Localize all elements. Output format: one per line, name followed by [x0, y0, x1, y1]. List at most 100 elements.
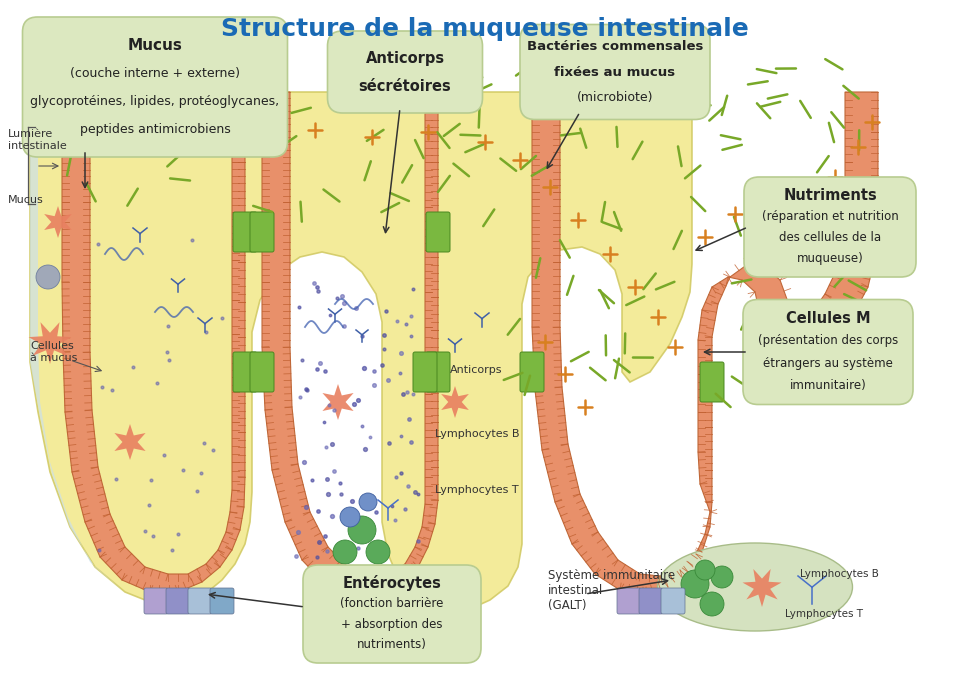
Point — [356, 363, 371, 374]
Point — [388, 471, 403, 482]
Point — [324, 439, 339, 450]
Text: Cellules
à mucus: Cellules à mucus — [30, 341, 78, 363]
Text: Lymphocytes T: Lymphocytes T — [434, 485, 518, 495]
Point — [384, 501, 399, 512]
Point — [355, 331, 370, 342]
Point — [404, 284, 420, 295]
Circle shape — [700, 592, 723, 616]
Point — [288, 550, 303, 561]
Point — [403, 330, 419, 341]
FancyBboxPatch shape — [425, 352, 450, 392]
Text: Anticorps: Anticorps — [365, 50, 444, 65]
FancyBboxPatch shape — [375, 588, 398, 614]
Point — [319, 545, 334, 556]
Point — [326, 404, 341, 415]
Circle shape — [365, 540, 390, 564]
Circle shape — [332, 540, 357, 564]
Point — [393, 468, 409, 479]
Point — [393, 431, 409, 442]
Point — [392, 347, 408, 358]
Polygon shape — [741, 569, 781, 607]
Point — [366, 366, 382, 377]
Point — [317, 531, 332, 542]
Point — [366, 379, 382, 390]
Point — [104, 384, 119, 395]
Text: sécrétoires: sécrétoires — [359, 78, 451, 93]
Circle shape — [694, 560, 714, 580]
FancyBboxPatch shape — [166, 588, 190, 614]
Point — [310, 285, 326, 296]
Text: Mucus: Mucus — [8, 195, 44, 205]
Point — [322, 400, 337, 411]
Point — [297, 456, 312, 467]
FancyBboxPatch shape — [413, 352, 437, 392]
Point — [312, 357, 328, 368]
Ellipse shape — [657, 543, 852, 631]
Point — [398, 318, 414, 329]
Point — [320, 488, 335, 499]
Text: peptides antimicrobiens: peptides antimicrobiens — [79, 123, 231, 136]
Circle shape — [348, 516, 376, 544]
Text: (microbiote): (microbiote) — [577, 91, 652, 104]
Circle shape — [710, 566, 733, 588]
Point — [410, 489, 425, 500]
Point — [343, 553, 359, 564]
Point — [299, 385, 315, 396]
Circle shape — [680, 570, 708, 598]
Point — [395, 388, 411, 399]
Point — [108, 474, 123, 485]
Text: immunitaire): immunitaire) — [789, 379, 865, 391]
FancyBboxPatch shape — [330, 588, 355, 614]
Text: Lymphocytes T: Lymphocytes T — [784, 609, 862, 619]
Point — [318, 442, 333, 453]
Point — [324, 510, 339, 521]
Point — [170, 529, 185, 539]
FancyBboxPatch shape — [22, 17, 287, 157]
Point — [292, 391, 307, 402]
Text: Structure de la muqueuse intestinale: Structure de la muqueuse intestinale — [221, 17, 748, 41]
FancyBboxPatch shape — [209, 588, 234, 614]
FancyBboxPatch shape — [188, 588, 212, 614]
FancyBboxPatch shape — [742, 299, 912, 404]
Point — [346, 399, 361, 410]
Point — [380, 374, 395, 385]
FancyBboxPatch shape — [143, 588, 168, 614]
FancyBboxPatch shape — [250, 212, 273, 252]
Polygon shape — [441, 386, 468, 418]
Point — [333, 489, 349, 500]
Point — [316, 417, 331, 428]
Point — [304, 475, 320, 486]
Point — [309, 282, 325, 293]
Point — [360, 544, 376, 554]
Point — [149, 377, 165, 388]
FancyBboxPatch shape — [353, 588, 377, 614]
Point — [94, 381, 109, 392]
Circle shape — [36, 265, 60, 289]
Point — [350, 542, 365, 553]
Polygon shape — [45, 206, 72, 238]
Point — [350, 395, 365, 406]
Text: Lumière
intestinale: Lumière intestinale — [8, 129, 67, 151]
FancyBboxPatch shape — [519, 352, 544, 392]
Circle shape — [359, 493, 377, 511]
FancyBboxPatch shape — [233, 212, 257, 252]
FancyBboxPatch shape — [519, 25, 709, 119]
Text: Système immunitaire
intestinal
(GALT): Système immunitaire intestinal (GALT) — [547, 569, 674, 612]
Point — [376, 330, 391, 341]
Text: (fonction barrière: (fonction barrière — [340, 597, 443, 610]
Point — [317, 366, 332, 376]
Point — [403, 436, 419, 447]
Point — [90, 239, 106, 250]
Point — [197, 438, 212, 449]
Polygon shape — [62, 92, 245, 592]
Point — [141, 499, 157, 510]
Point — [309, 363, 325, 374]
Point — [298, 383, 314, 394]
Point — [391, 368, 407, 379]
Text: Mucus: Mucus — [128, 38, 182, 53]
Point — [405, 389, 421, 400]
Point — [156, 450, 172, 461]
FancyBboxPatch shape — [700, 362, 723, 402]
Text: des cellules de la: des cellules de la — [778, 231, 880, 244]
Point — [290, 527, 305, 537]
